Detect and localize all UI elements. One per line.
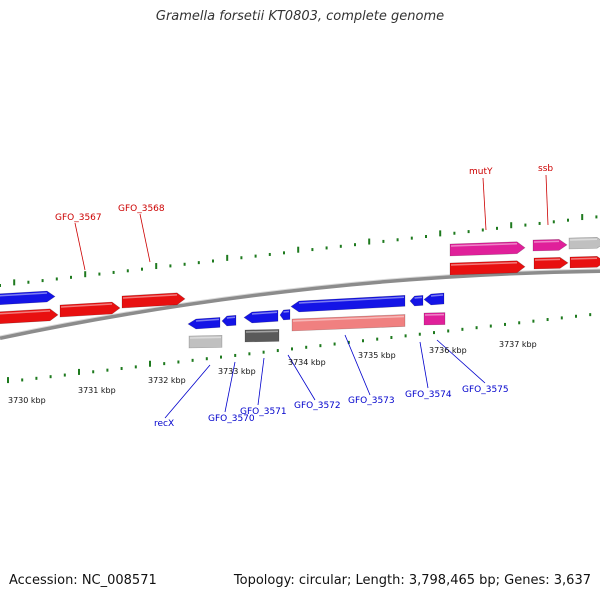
gene-arrow-highlight: [0, 292, 48, 297]
gene-arrow-highlight: [189, 336, 222, 339]
gene-label-gfo-3571[interactable]: GFO_3571: [240, 407, 287, 417]
gene-label-gfo-3575[interactable]: GFO_3575: [462, 385, 509, 395]
gene-arrow: [0, 290, 56, 306]
scale-label-3736: 3736 kbp: [429, 346, 467, 355]
forward-tick-marks: [0, 214, 598, 287]
gene-arrow: [244, 329, 280, 343]
gene-arrow: [409, 295, 424, 307]
scale-label-3732: 3732 kbp: [148, 376, 186, 385]
gene-arrow: [59, 301, 121, 318]
map-title: Gramella forsetii KT0803, complete genom…: [155, 9, 445, 24]
gene-arrow: [568, 236, 600, 250]
gene-arrow-highlight: [226, 316, 236, 319]
gene-arrow: [188, 335, 223, 349]
leader-line: [436, 339, 486, 384]
genome-backbone: [0, 269, 600, 340]
gene-arrow-highlight: [0, 310, 51, 315]
gene-arrow-highlight: [292, 315, 405, 322]
gene-arrow-highlight: [430, 294, 444, 297]
gene-arrow: [291, 314, 406, 332]
gene-arrow: [221, 314, 237, 327]
scale-label-3737: 3737 kbp: [499, 340, 537, 349]
gene-arrow-highlight: [569, 238, 598, 241]
scale-label-3730: 3730 kbp: [8, 396, 46, 405]
gene-arrow: [532, 239, 568, 252]
gene-arrow-highlight: [450, 243, 518, 247]
leader-line: [419, 341, 429, 389]
gene-label-gfo-3567[interactable]: GFO_3567: [55, 213, 102, 223]
gene-arrow: [0, 308, 59, 325]
leader-line: [224, 361, 236, 413]
gene-arrow: [187, 317, 221, 330]
leader-line: [344, 334, 371, 396]
gene-label-ssb[interactable]: ssb: [538, 164, 553, 174]
leader-line: [482, 177, 487, 231]
gene-arrow: [423, 292, 445, 306]
gene-arrow-highlight: [298, 296, 405, 304]
scale-label-3735: 3735 kbp: [358, 351, 396, 360]
gene-arrow: [290, 294, 406, 313]
gene-arrow-highlight: [122, 294, 178, 299]
gene-arrow-highlight: [450, 262, 518, 266]
gene-arrow-highlight: [195, 318, 220, 322]
scale-labels: 3730 kbp 3731 kbp 3732 kbp 3733 kbp 3734…: [8, 340, 537, 405]
reverse-gene-labels: recX GFO_3570 GFO_3571 GFO_3572 GFO_3573…: [154, 385, 509, 429]
gene-arrow-highlight: [283, 310, 290, 313]
gene-label-muty[interactable]: mutY: [469, 167, 493, 177]
gene-arrow-highlight: [245, 330, 279, 333]
gene-label-recx[interactable]: recX: [154, 419, 174, 429]
label-leader-lines: [74, 174, 549, 419]
leader-line: [287, 354, 316, 401]
gene-arrow-highlight: [534, 258, 561, 261]
scale-label-3734: 3734 kbp: [288, 358, 326, 367]
gene-label-gfo-3568[interactable]: GFO_3568: [118, 204, 165, 214]
leader-line: [139, 213, 151, 263]
gene-features: [0, 236, 600, 349]
gene-label-gfo-3570[interactable]: GFO_3570: [208, 414, 255, 424]
leader-line: [74, 222, 86, 271]
gene-arrow-highlight: [251, 311, 278, 315]
gene-arrow: [569, 255, 600, 269]
leader-line: [257, 357, 265, 406]
gene-arrow: [533, 257, 569, 270]
scale-label-3731: 3731 kbp: [78, 386, 116, 395]
gene-arrow: [121, 292, 186, 309]
gene-arrow-highlight: [533, 240, 560, 243]
accession-text: Accession: NC_008571: [9, 573, 157, 588]
leader-line: [545, 174, 549, 226]
gene-arrow: [449, 260, 526, 276]
reverse-tick-marks: [7, 313, 592, 384]
forward-gene-labels: GFO_3567 GFO_3568 mutY ssb: [55, 164, 553, 223]
gene-label-gfo-3572[interactable]: GFO_3572: [294, 401, 341, 411]
gene-arrow-highlight: [414, 296, 423, 299]
scale-label-3733: 3733 kbp: [218, 367, 256, 376]
gene-arrow-highlight: [570, 257, 598, 260]
gene-label-gfo-3573[interactable]: GFO_3573: [348, 396, 395, 406]
gene-arrow: [279, 309, 291, 321]
genome-summary-text: Topology: circular; Length: 3,798,465 bp…: [233, 573, 591, 588]
gene-arrow: [449, 241, 526, 257]
leader-line: [164, 364, 211, 419]
gene-arrow-highlight: [60, 303, 113, 308]
gene-arrow: [243, 309, 279, 324]
gene-arrow: [423, 312, 446, 326]
gene-label-gfo-3574[interactable]: GFO_3574: [405, 390, 452, 400]
